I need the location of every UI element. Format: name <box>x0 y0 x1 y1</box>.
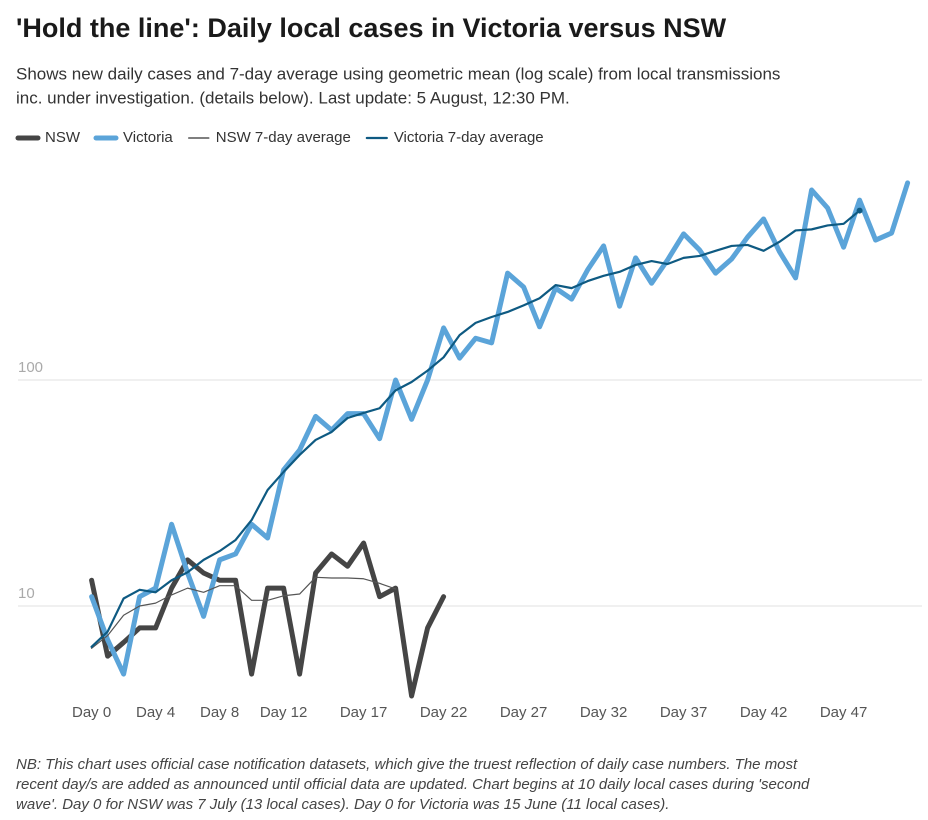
series-line <box>89 180 911 677</box>
series-line <box>91 576 397 649</box>
x-tick-label: Day 27 <box>500 704 548 721</box>
x-tick-label: Day 42 <box>740 704 788 721</box>
y-tick-label: 100 <box>18 359 43 376</box>
subtitle: Shows new daily cases and 7-day average … <box>16 64 780 83</box>
x-tick-label: Day 8 <box>200 704 239 721</box>
x-tick-label: Day 22 <box>420 704 468 721</box>
legend-label: NSW <box>45 129 81 146</box>
end-dot <box>856 207 863 214</box>
x-tick-label: Day 47 <box>820 704 868 721</box>
x-tick-label: Day 37 <box>660 704 708 721</box>
footnote: NB: This chart uses official case notifi… <box>16 756 798 773</box>
x-tick-label: Day 4 <box>136 704 175 721</box>
legend-label: NSW 7-day average <box>216 129 351 146</box>
y-tick-label: 10 <box>18 585 35 602</box>
footnote: recent day/s are added as announced unti… <box>16 776 810 793</box>
legend-label: Victoria 7-day average <box>394 129 544 146</box>
x-tick-label: Day 32 <box>580 704 628 721</box>
series-line <box>89 540 447 699</box>
footnote: wave'. Day 0 for NSW was 7 July (13 loca… <box>16 796 669 813</box>
x-tick-label: Day 12 <box>260 704 308 721</box>
chart-title: 'Hold the line': Daily local cases in Vi… <box>16 13 727 43</box>
series-line <box>90 209 861 648</box>
legend-label: Victoria <box>123 129 173 146</box>
x-tick-label: Day 17 <box>340 704 388 721</box>
subtitle: inc. under investigation. (details below… <box>16 88 570 107</box>
x-tick-label: Day 0 <box>72 704 111 721</box>
